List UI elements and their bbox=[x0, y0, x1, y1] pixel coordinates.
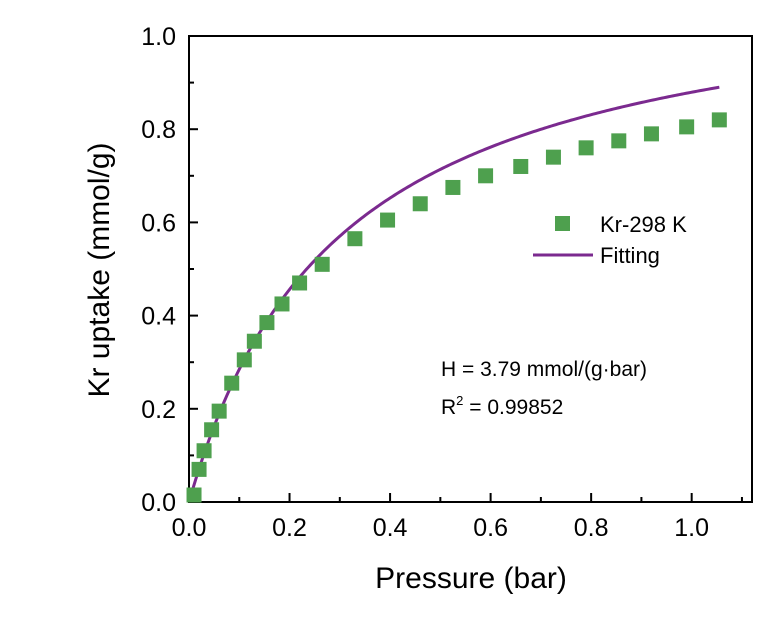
x-tick-label: 1.0 bbox=[674, 514, 709, 542]
henry-constant-annotation: H = 3.79 mmol/(g·bar) bbox=[441, 358, 647, 381]
data-point bbox=[412, 196, 428, 212]
legend-label-kr-298k: Kr-298 K bbox=[600, 212, 687, 237]
y-tick-label: 0.8 bbox=[141, 116, 176, 144]
legend-label-fitting: Fitting bbox=[600, 243, 660, 268]
y-tick-label: 0.6 bbox=[141, 209, 176, 237]
legend: Kr-298 K Fitting bbox=[533, 212, 687, 268]
x-tick-label: 0.0 bbox=[172, 514, 207, 542]
annotations: H = 3.79 mmol/(g·bar) R2 = 0.99852 bbox=[441, 358, 647, 419]
x-axis-title: Pressure (bar) bbox=[375, 562, 567, 595]
data-point bbox=[679, 119, 695, 135]
axes: 0.0 0.2 0.4 0.6 0.8 1.0 0.0 0.2 0.4 0.6 0.8 1.0 bbox=[141, 23, 753, 542]
x-tick-label: 0.6 bbox=[473, 514, 508, 542]
legend-marker-kr-298k bbox=[555, 216, 570, 231]
data-point bbox=[711, 112, 727, 128]
y-tick-label: 0.0 bbox=[141, 489, 176, 517]
data-point bbox=[224, 375, 240, 391]
data-point bbox=[204, 422, 220, 438]
r-squared-annotation: R2 = 0.99852 bbox=[441, 393, 563, 419]
data-point bbox=[347, 231, 363, 247]
r-squared-value: = 0.99852 bbox=[463, 396, 563, 419]
data-point bbox=[380, 212, 396, 228]
data-point bbox=[274, 296, 290, 312]
fitting-curve-layer bbox=[187, 85, 720, 503]
r-squared-superscript: 2 bbox=[456, 393, 463, 408]
data-points-layer bbox=[186, 112, 727, 503]
x-tick-label: 0.2 bbox=[272, 514, 307, 542]
data-point bbox=[236, 352, 252, 368]
data-point bbox=[259, 315, 275, 331]
data-point bbox=[643, 126, 659, 142]
data-point bbox=[611, 133, 627, 149]
data-point bbox=[478, 168, 494, 184]
x-tick-label: 0.8 bbox=[574, 514, 609, 542]
data-point bbox=[196, 443, 212, 459]
y-tick-label: 0.2 bbox=[141, 396, 176, 424]
data-point bbox=[578, 140, 594, 156]
data-point bbox=[186, 487, 202, 503]
data-point bbox=[545, 149, 561, 165]
y-axis-title: Kr uptake (mmol/g) bbox=[83, 142, 116, 397]
data-point bbox=[445, 179, 461, 195]
r-squared-symbol: R bbox=[441, 396, 456, 419]
y-tick-label: 1.0 bbox=[141, 23, 176, 51]
data-point bbox=[246, 333, 262, 349]
data-point bbox=[191, 461, 207, 477]
plot-frame bbox=[188, 35, 753, 503]
fitting-curve bbox=[187, 85, 720, 503]
x-tick-label: 0.4 bbox=[373, 514, 408, 542]
data-point bbox=[314, 256, 330, 272]
data-point bbox=[292, 275, 308, 291]
data-point bbox=[513, 158, 529, 174]
y-tick-label: 0.4 bbox=[141, 303, 176, 331]
data-point bbox=[211, 403, 227, 419]
